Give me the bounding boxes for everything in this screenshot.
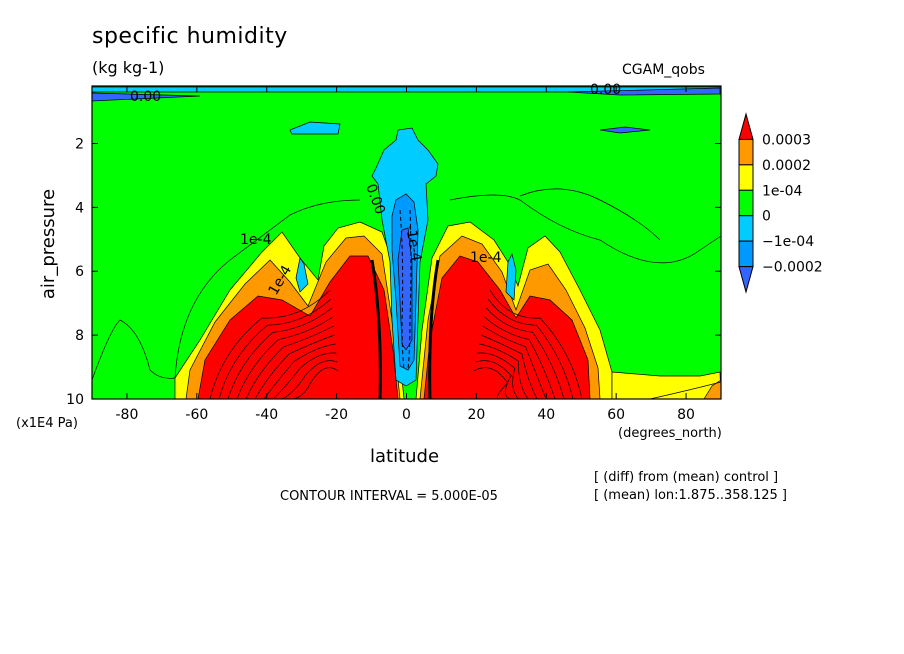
y-tick-label: 10: [66, 392, 84, 408]
left-edge-contour: [92, 319, 176, 381]
x-tick-label: -60: [185, 407, 208, 423]
contour-label: -1e-4: [402, 224, 424, 263]
contour-label: 0.00: [130, 89, 161, 105]
left-red-contour: [227, 307, 333, 399]
left-red-contour: [254, 334, 335, 399]
chart-title: specific humidity: [92, 24, 288, 49]
colorbar-top-arrow: [738, 112, 754, 140]
contour-label: 1e-4: [470, 250, 502, 266]
right-red-contour: [489, 289, 583, 399]
chart-units: (kg kg-1): [92, 58, 165, 77]
right-cyan-pocket: [505, 252, 517, 301]
x-tick-label: 20: [467, 407, 485, 423]
right-red-contour: [487, 298, 574, 399]
left-red-contour: [218, 298, 332, 399]
right-upper-contour: [519, 188, 661, 241]
left-cyan-pocket: [295, 257, 309, 293]
x-tick-label: -40: [255, 407, 278, 423]
right-red-contour: [479, 343, 529, 399]
dataset-label: CGAM_qobs: [622, 62, 705, 78]
left-red-contour: [281, 360, 338, 399]
corner-orange: [703, 379, 721, 399]
top-left-negative-sliver: [92, 92, 201, 102]
right-red-contour: [484, 316, 556, 399]
left-red-contour: [236, 316, 333, 399]
colorbar-label: 1e-04: [762, 183, 802, 199]
colorbar-label: 0.0003: [762, 132, 811, 148]
y-tick-label: 8: [75, 328, 84, 344]
mean-note: [ (mean) lon:1.875..358.125 ]: [594, 488, 787, 503]
left-red-region: [197, 255, 399, 399]
y-tick-label: 4: [75, 200, 84, 216]
colorbar-label: −0.0002: [762, 260, 823, 276]
contour-label: 0.00: [590, 82, 621, 98]
colorbar-segment: [738, 164, 754, 191]
colorbar-bottom-arrow: [738, 266, 754, 294]
x-tick-label: 0: [402, 407, 411, 423]
y-axis-label: air_pressure: [38, 188, 59, 300]
x-tick-label: 40: [537, 407, 555, 423]
diff-note: [ (diff) from (mean) control ]: [594, 470, 779, 485]
right-outer-contour: [449, 194, 721, 264]
colorbar-label: 0: [762, 209, 771, 225]
upper-left-cyan-blob: [289, 121, 341, 135]
x-axis-label: latitude: [370, 446, 440, 467]
colorbar-label: −1e-04: [762, 234, 814, 250]
colorbar-segment: [738, 138, 754, 166]
contour-label: 1e-4: [240, 232, 272, 248]
colorbar-label: 0.0002: [762, 158, 811, 174]
bottom-right-yellow: [611, 371, 721, 399]
left-outer-contour: [174, 199, 361, 379]
contour-interval-text: CONTOUR INTERVAL = 5.000E-05: [280, 489, 498, 504]
colorbar-segment: [738, 189, 754, 217]
y-axis-units: (x1E4 Pa): [16, 416, 78, 431]
contour-fills: [92, 86, 721, 399]
left-red-contour: [209, 289, 331, 399]
right-red-contour: [477, 352, 520, 399]
right-red-contour: [480, 334, 538, 399]
y-tick-label: 2: [75, 136, 84, 152]
colorbar-segment: [738, 240, 754, 268]
x-axis-units: (degrees_north): [618, 426, 722, 441]
top-right-negative-sliver: [567, 87, 721, 96]
bottom-right-contour: [649, 381, 721, 399]
right-red-contour: [475, 360, 512, 399]
x-tick-label: 60: [607, 407, 625, 423]
left-red-contour: [272, 352, 337, 399]
right-red-contour: [482, 325, 547, 399]
x-tick-label: 80: [677, 407, 695, 423]
equatorial-dense-contours: [370, 259, 440, 399]
x-tick-label: -80: [116, 407, 139, 423]
right-red-contour: [486, 307, 565, 399]
left-red-contour: [290, 367, 339, 399]
y-tick-label: 6: [75, 264, 84, 280]
colorbar-segment: [738, 215, 754, 242]
x-tick-label: -20: [325, 407, 348, 423]
left-red-contour: [245, 325, 334, 399]
upper-right-negative-blob: [599, 126, 651, 134]
right-red-contour: [473, 367, 509, 399]
left-red-contour: [263, 343, 336, 399]
